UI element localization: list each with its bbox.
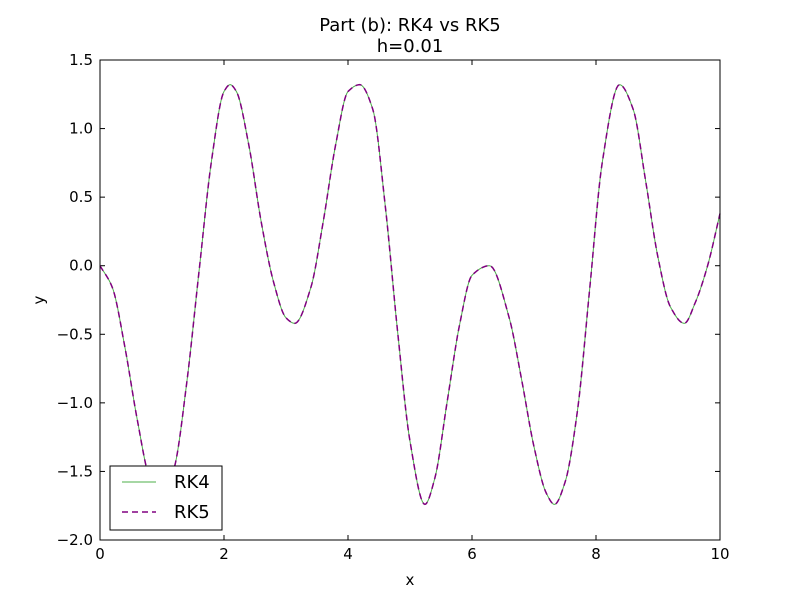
legend: RK4 RK5 <box>109 465 223 531</box>
y-tick-label: −0.5 <box>57 325 93 343</box>
y-tick-label: 0.5 <box>69 188 93 206</box>
chart-title: Part (b): RK4 vs RK5 <box>319 15 501 36</box>
x-tick-label: 10 <box>710 545 729 563</box>
x-tick-label: 4 <box>343 545 353 563</box>
x-axis-label: x <box>406 571 415 589</box>
y-tick-label: 1.0 <box>69 120 93 138</box>
x-tick-label: 8 <box>591 545 601 563</box>
x-tick-label: 2 <box>219 545 229 563</box>
y-tick-label: −1.5 <box>57 462 93 480</box>
series-layer <box>99 83 721 506</box>
legend-label-rk4: RK4 <box>174 472 210 493</box>
y-axis-label: y <box>30 295 48 304</box>
x-tick-label: 0 <box>95 545 105 563</box>
y-tick-label: 1.5 <box>69 51 93 69</box>
y-tick-label: −2.0 <box>57 531 93 549</box>
axis-ticks: 0 2 4 6 8 10 −2.0 −1.5 −1.0 −0.5 0.0 0.5 1.0 1.5 <box>57 51 730 563</box>
series-line-rk4 <box>99 84 721 505</box>
chart-subtitle: h=0.01 <box>377 36 444 57</box>
legend-label-rk5: RK5 <box>174 502 210 523</box>
y-tick-label: 0.0 <box>69 257 93 275</box>
legend-box <box>109 465 223 531</box>
y-tick-label: −1.0 <box>57 394 93 412</box>
plot-frame <box>99 59 721 541</box>
x-tick-label: 6 <box>467 545 477 563</box>
series-line-rk5 <box>99 83 721 506</box>
